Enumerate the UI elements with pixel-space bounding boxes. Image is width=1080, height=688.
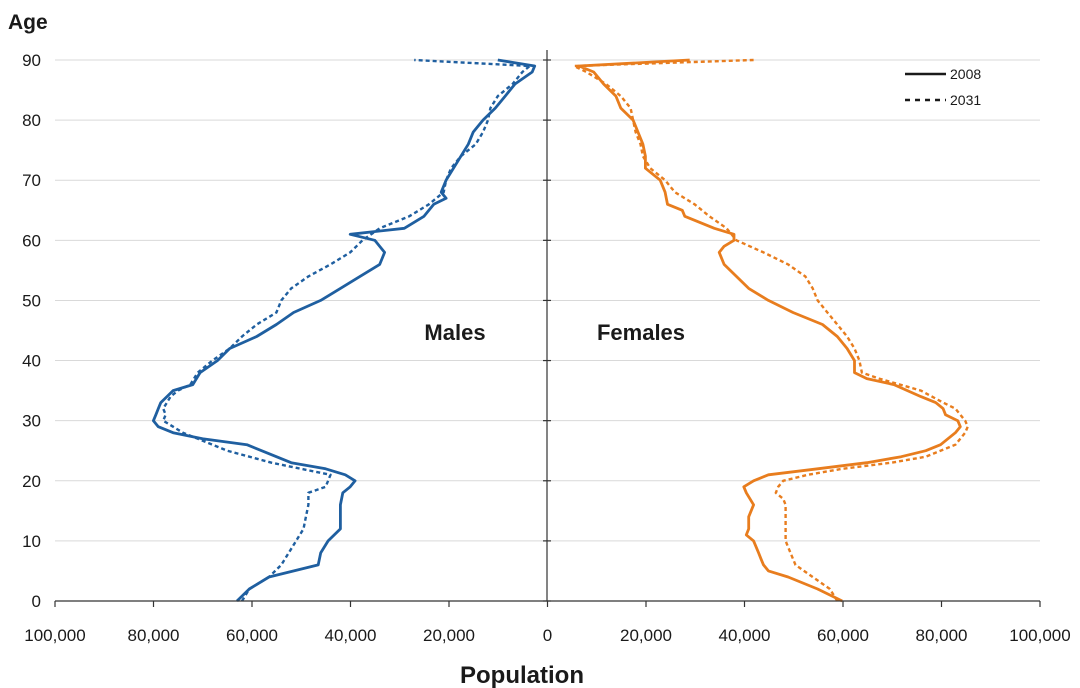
x-tick-label-10: 100,000 bbox=[1009, 626, 1070, 645]
x-tick-label-7: 40,000 bbox=[719, 626, 771, 645]
y-tick-label-10: 10 bbox=[22, 532, 41, 551]
y-tick-label-70: 70 bbox=[22, 171, 41, 190]
legend-label-2008: 2008 bbox=[950, 66, 981, 82]
y-tick-label-60: 60 bbox=[22, 231, 41, 250]
x-tick-label-5: 0 bbox=[543, 626, 552, 645]
x-tick-label-1: 80,000 bbox=[128, 626, 180, 645]
x-tick-label-2: 60,000 bbox=[226, 626, 278, 645]
x-axis-title: Population bbox=[460, 662, 584, 688]
y-axis-title: Age bbox=[8, 11, 48, 34]
x-tick-label-0: 100,000 bbox=[24, 626, 85, 645]
y-tick-label-40: 40 bbox=[22, 352, 41, 371]
x-tick-label-8: 60,000 bbox=[817, 626, 869, 645]
y-tick-label-90: 90 bbox=[22, 51, 41, 70]
tick-labels: 0 10 20 30 40 50 60 70 80 90 100,000 80,000 60,000 40… bbox=[22, 51, 1071, 645]
y-tick-label-80: 80 bbox=[22, 111, 41, 130]
series-lines bbox=[152, 58, 969, 603]
y-tick-label-50: 50 bbox=[22, 291, 41, 310]
y-tick-label-30: 30 bbox=[22, 412, 41, 431]
males-2031-line bbox=[162, 58, 531, 602]
axes bbox=[54, 50, 1041, 607]
legend-label-2031: 2031 bbox=[950, 92, 981, 108]
males-2008-line bbox=[152, 58, 537, 603]
females-2008-line bbox=[577, 58, 962, 603]
males-panel-label: Males bbox=[424, 320, 485, 345]
x-tick-label-4: 20,000 bbox=[423, 626, 475, 645]
y-tick-label-0: 0 bbox=[32, 592, 41, 611]
x-tick-label-9: 80,000 bbox=[916, 626, 968, 645]
females-panel-label: Females bbox=[597, 320, 685, 345]
x-tick-label-3: 40,000 bbox=[325, 626, 377, 645]
y-tick-label-20: 20 bbox=[22, 472, 41, 491]
legend: 2008 2031 bbox=[905, 66, 981, 108]
x-tick-label-6: 20,000 bbox=[620, 626, 672, 645]
